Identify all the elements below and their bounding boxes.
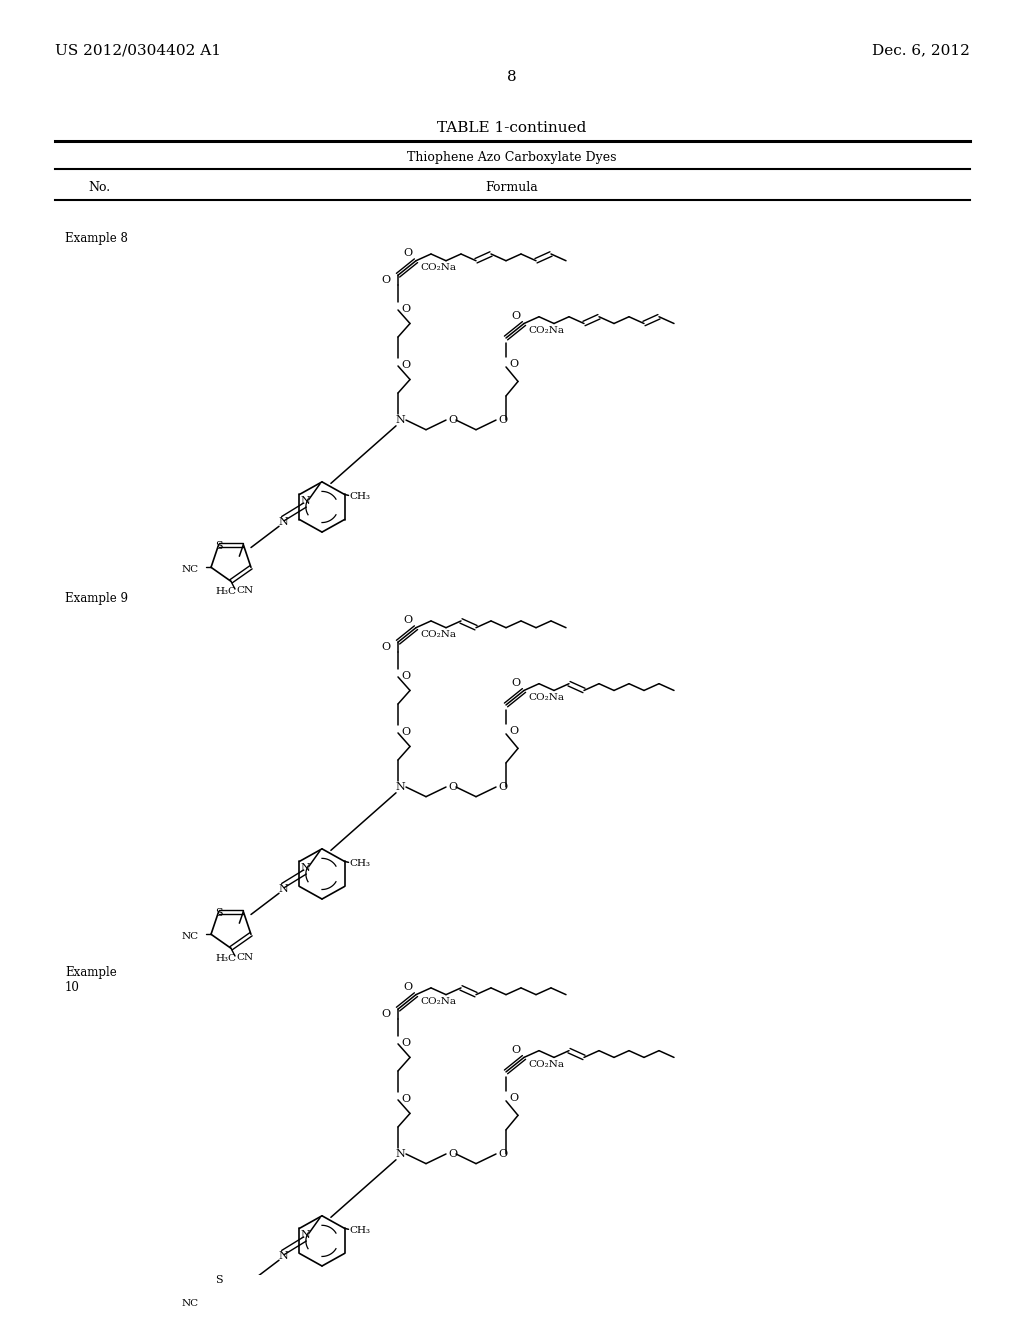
Text: O: O — [381, 1008, 390, 1019]
Text: N: N — [279, 1251, 288, 1262]
Text: 8: 8 — [507, 70, 517, 84]
Text: O: O — [401, 1094, 411, 1104]
Text: CN: CN — [236, 953, 253, 962]
Text: CO₂Na: CO₂Na — [420, 997, 456, 1006]
Text: O: O — [498, 414, 507, 425]
Text: O: O — [403, 982, 413, 991]
Text: CH₃: CH₃ — [349, 492, 371, 500]
Text: O: O — [381, 642, 390, 652]
Text: O: O — [509, 359, 518, 370]
Text: N: N — [279, 884, 288, 895]
Text: O: O — [498, 781, 507, 792]
Text: O: O — [449, 1148, 457, 1159]
Text: CN: CN — [236, 586, 253, 595]
Text: O: O — [403, 248, 413, 257]
Text: CO₂Na: CO₂Na — [420, 263, 456, 272]
Text: S: S — [215, 908, 222, 917]
Text: CH₃: CH₃ — [349, 1226, 371, 1234]
Text: O: O — [401, 671, 411, 681]
Text: O: O — [509, 1093, 518, 1104]
Text: CO₂Na: CO₂Na — [528, 1060, 564, 1069]
Text: S: S — [215, 541, 222, 550]
Text: Example 8: Example 8 — [65, 232, 128, 246]
Text: O: O — [401, 304, 411, 314]
Text: O: O — [449, 414, 457, 425]
Text: N: N — [395, 781, 404, 792]
Text: NC: NC — [182, 1299, 199, 1308]
Text: N: N — [395, 414, 404, 425]
Text: O: O — [401, 1038, 411, 1048]
Text: Thiophene Azo Carboxylate Dyes: Thiophene Azo Carboxylate Dyes — [408, 150, 616, 164]
Text: O: O — [511, 1044, 520, 1055]
Text: O: O — [509, 726, 518, 737]
Text: N: N — [300, 1230, 310, 1239]
Text: Dec. 6, 2012: Dec. 6, 2012 — [872, 44, 970, 57]
Text: Example
10: Example 10 — [65, 966, 117, 994]
Text: O: O — [511, 310, 520, 321]
Text: O: O — [401, 727, 411, 737]
Text: CO₂Na: CO₂Na — [528, 693, 564, 702]
Text: N: N — [395, 1148, 404, 1159]
Text: O: O — [511, 677, 520, 688]
Text: Formula: Formula — [485, 181, 539, 194]
Text: CO₂Na: CO₂Na — [528, 326, 564, 335]
Text: NC: NC — [182, 565, 199, 574]
Text: O: O — [403, 615, 413, 624]
Text: N: N — [300, 863, 310, 873]
Text: CO₂Na: CO₂Na — [420, 630, 456, 639]
Text: O: O — [381, 275, 390, 285]
Text: H₃C: H₃C — [215, 954, 237, 964]
Text: TABLE 1-continued: TABLE 1-continued — [437, 121, 587, 136]
Text: No.: No. — [88, 181, 111, 194]
Text: O: O — [498, 1148, 507, 1159]
Text: N: N — [300, 496, 310, 506]
Text: O: O — [449, 781, 457, 792]
Text: N: N — [279, 517, 288, 528]
Text: US 2012/0304402 A1: US 2012/0304402 A1 — [55, 44, 221, 57]
Text: H₃C: H₃C — [215, 587, 237, 597]
Text: Example 9: Example 9 — [65, 593, 128, 605]
Text: NC: NC — [182, 932, 199, 941]
Text: S: S — [215, 1275, 222, 1284]
Text: CH₃: CH₃ — [349, 859, 371, 867]
Text: O: O — [401, 360, 411, 370]
